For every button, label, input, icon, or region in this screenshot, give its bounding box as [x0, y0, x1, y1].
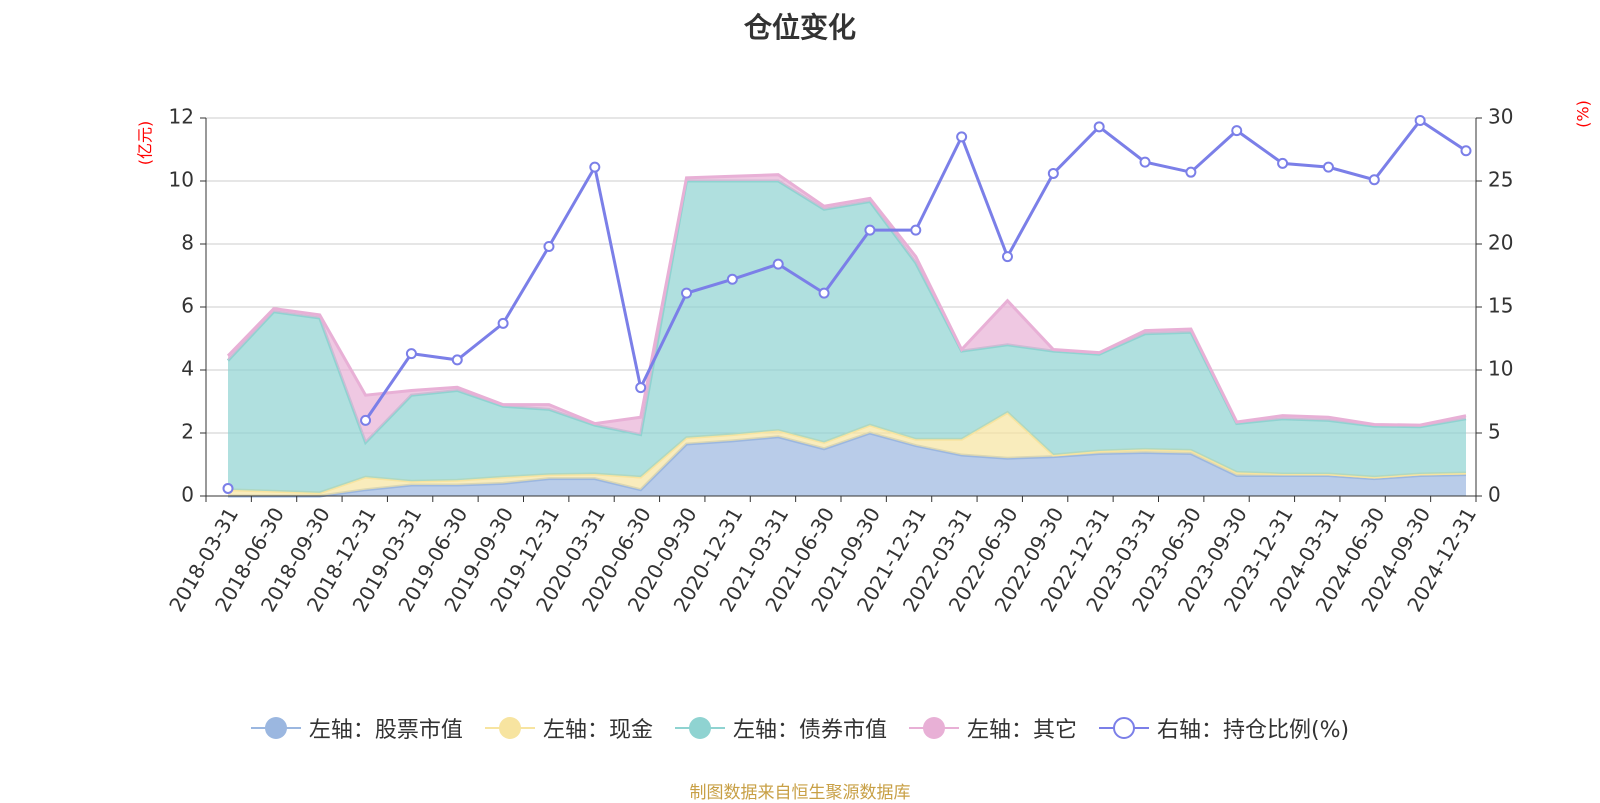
y-left-tick-label: 6 — [181, 294, 194, 318]
y-left-tick-label: 12 — [169, 105, 194, 129]
legend-swatch-icon — [1098, 717, 1149, 739]
ratio-point-9 — [635, 382, 647, 394]
ratio-point-21 — [1185, 166, 1197, 178]
line-layer — [222, 115, 1472, 494]
legend-swatch-icon — [250, 717, 301, 739]
ratio-point-7 — [543, 241, 555, 253]
ratio-point-25 — [1368, 174, 1380, 186]
legend-item-2[interactable]: 左轴：债券市值 — [674, 712, 887, 744]
ratio-point-26 — [1414, 115, 1426, 127]
ratio-point-4 — [405, 348, 417, 360]
legend: 左轴：股票市值 左轴：现金 左轴：债券市值 左轴：其它 右轴：持仓比例(%) — [0, 712, 1600, 744]
ratio-point-6 — [497, 317, 509, 329]
chart-title: 仓位变化 — [743, 11, 856, 44]
legend-item-1[interactable]: 左轴：现金 — [484, 712, 653, 744]
ratio-point-19 — [1093, 121, 1105, 133]
legend-label: 左轴：股票市值 — [308, 718, 463, 743]
y-right-tick-label: 10 — [1488, 357, 1513, 381]
area-edge-series-3 — [226, 173, 1467, 427]
ratio-point-14 — [864, 224, 876, 236]
area-layer — [226, 173, 1467, 498]
area-series-1 — [228, 412, 1466, 496]
y-left-tick-label: 10 — [169, 168, 194, 192]
ratio-point-22 — [1231, 125, 1243, 137]
ratio-point-8 — [589, 161, 601, 173]
legend-item-0[interactable]: 左轴：股票市值 — [250, 712, 463, 744]
y-left-tick-label: 0 — [181, 483, 194, 507]
legend-item-3[interactable]: 左轴：其它 — [908, 712, 1077, 744]
y-right-tick-label: 0 — [1488, 483, 1501, 507]
ratio-point-15 — [910, 224, 922, 236]
source-note: 制图数据来自恒生聚源数据库 — [689, 783, 911, 803]
y-axis-right-label: (%) — [1574, 100, 1593, 128]
legend-item-4[interactable]: 右轴：持仓比例(%) — [1098, 712, 1350, 744]
ratio-point-23 — [1277, 157, 1289, 169]
y-right-tick-label: 25 — [1488, 168, 1513, 192]
y-right-tick-label: 20 — [1488, 231, 1513, 255]
area-series-2 — [228, 181, 1466, 493]
ratio-point-17 — [1001, 251, 1013, 263]
y-right-tick-label: 5 — [1488, 420, 1501, 444]
y-left-tick-label: 2 — [181, 420, 194, 444]
ratio-point-16 — [956, 131, 968, 143]
ratio-point-0 — [222, 482, 234, 494]
legend-swatch-icon — [484, 717, 535, 739]
y-right-tick-label: 15 — [1488, 294, 1513, 318]
ratio-point-24 — [1322, 161, 1334, 173]
ratio-point-27 — [1460, 145, 1472, 157]
y-axis-left-label: (亿元) — [136, 121, 155, 166]
ratio-point-5 — [451, 354, 463, 366]
ratio-point-3 — [360, 414, 372, 426]
legend-swatch-icon — [908, 717, 959, 739]
ratio-point-10 — [681, 287, 693, 299]
ratio-point-20 — [1139, 156, 1151, 168]
legend-swatch-icon — [674, 717, 725, 739]
y-right-tick-label: 30 — [1488, 105, 1513, 129]
ratio-point-13 — [818, 287, 830, 299]
legend-label: 左轴：现金 — [542, 718, 653, 743]
legend-label: 左轴：债券市值 — [732, 718, 887, 743]
ratio-point-12 — [772, 258, 784, 270]
ratio-point-11 — [726, 273, 738, 285]
ratio-point-18 — [1047, 167, 1059, 179]
y-left-tick-label: 8 — [181, 231, 194, 255]
legend-label: 右轴：持仓比例(%) — [1156, 718, 1350, 743]
legend-label: 左轴：其它 — [966, 718, 1077, 743]
y-left-tick-label: 4 — [181, 357, 194, 381]
